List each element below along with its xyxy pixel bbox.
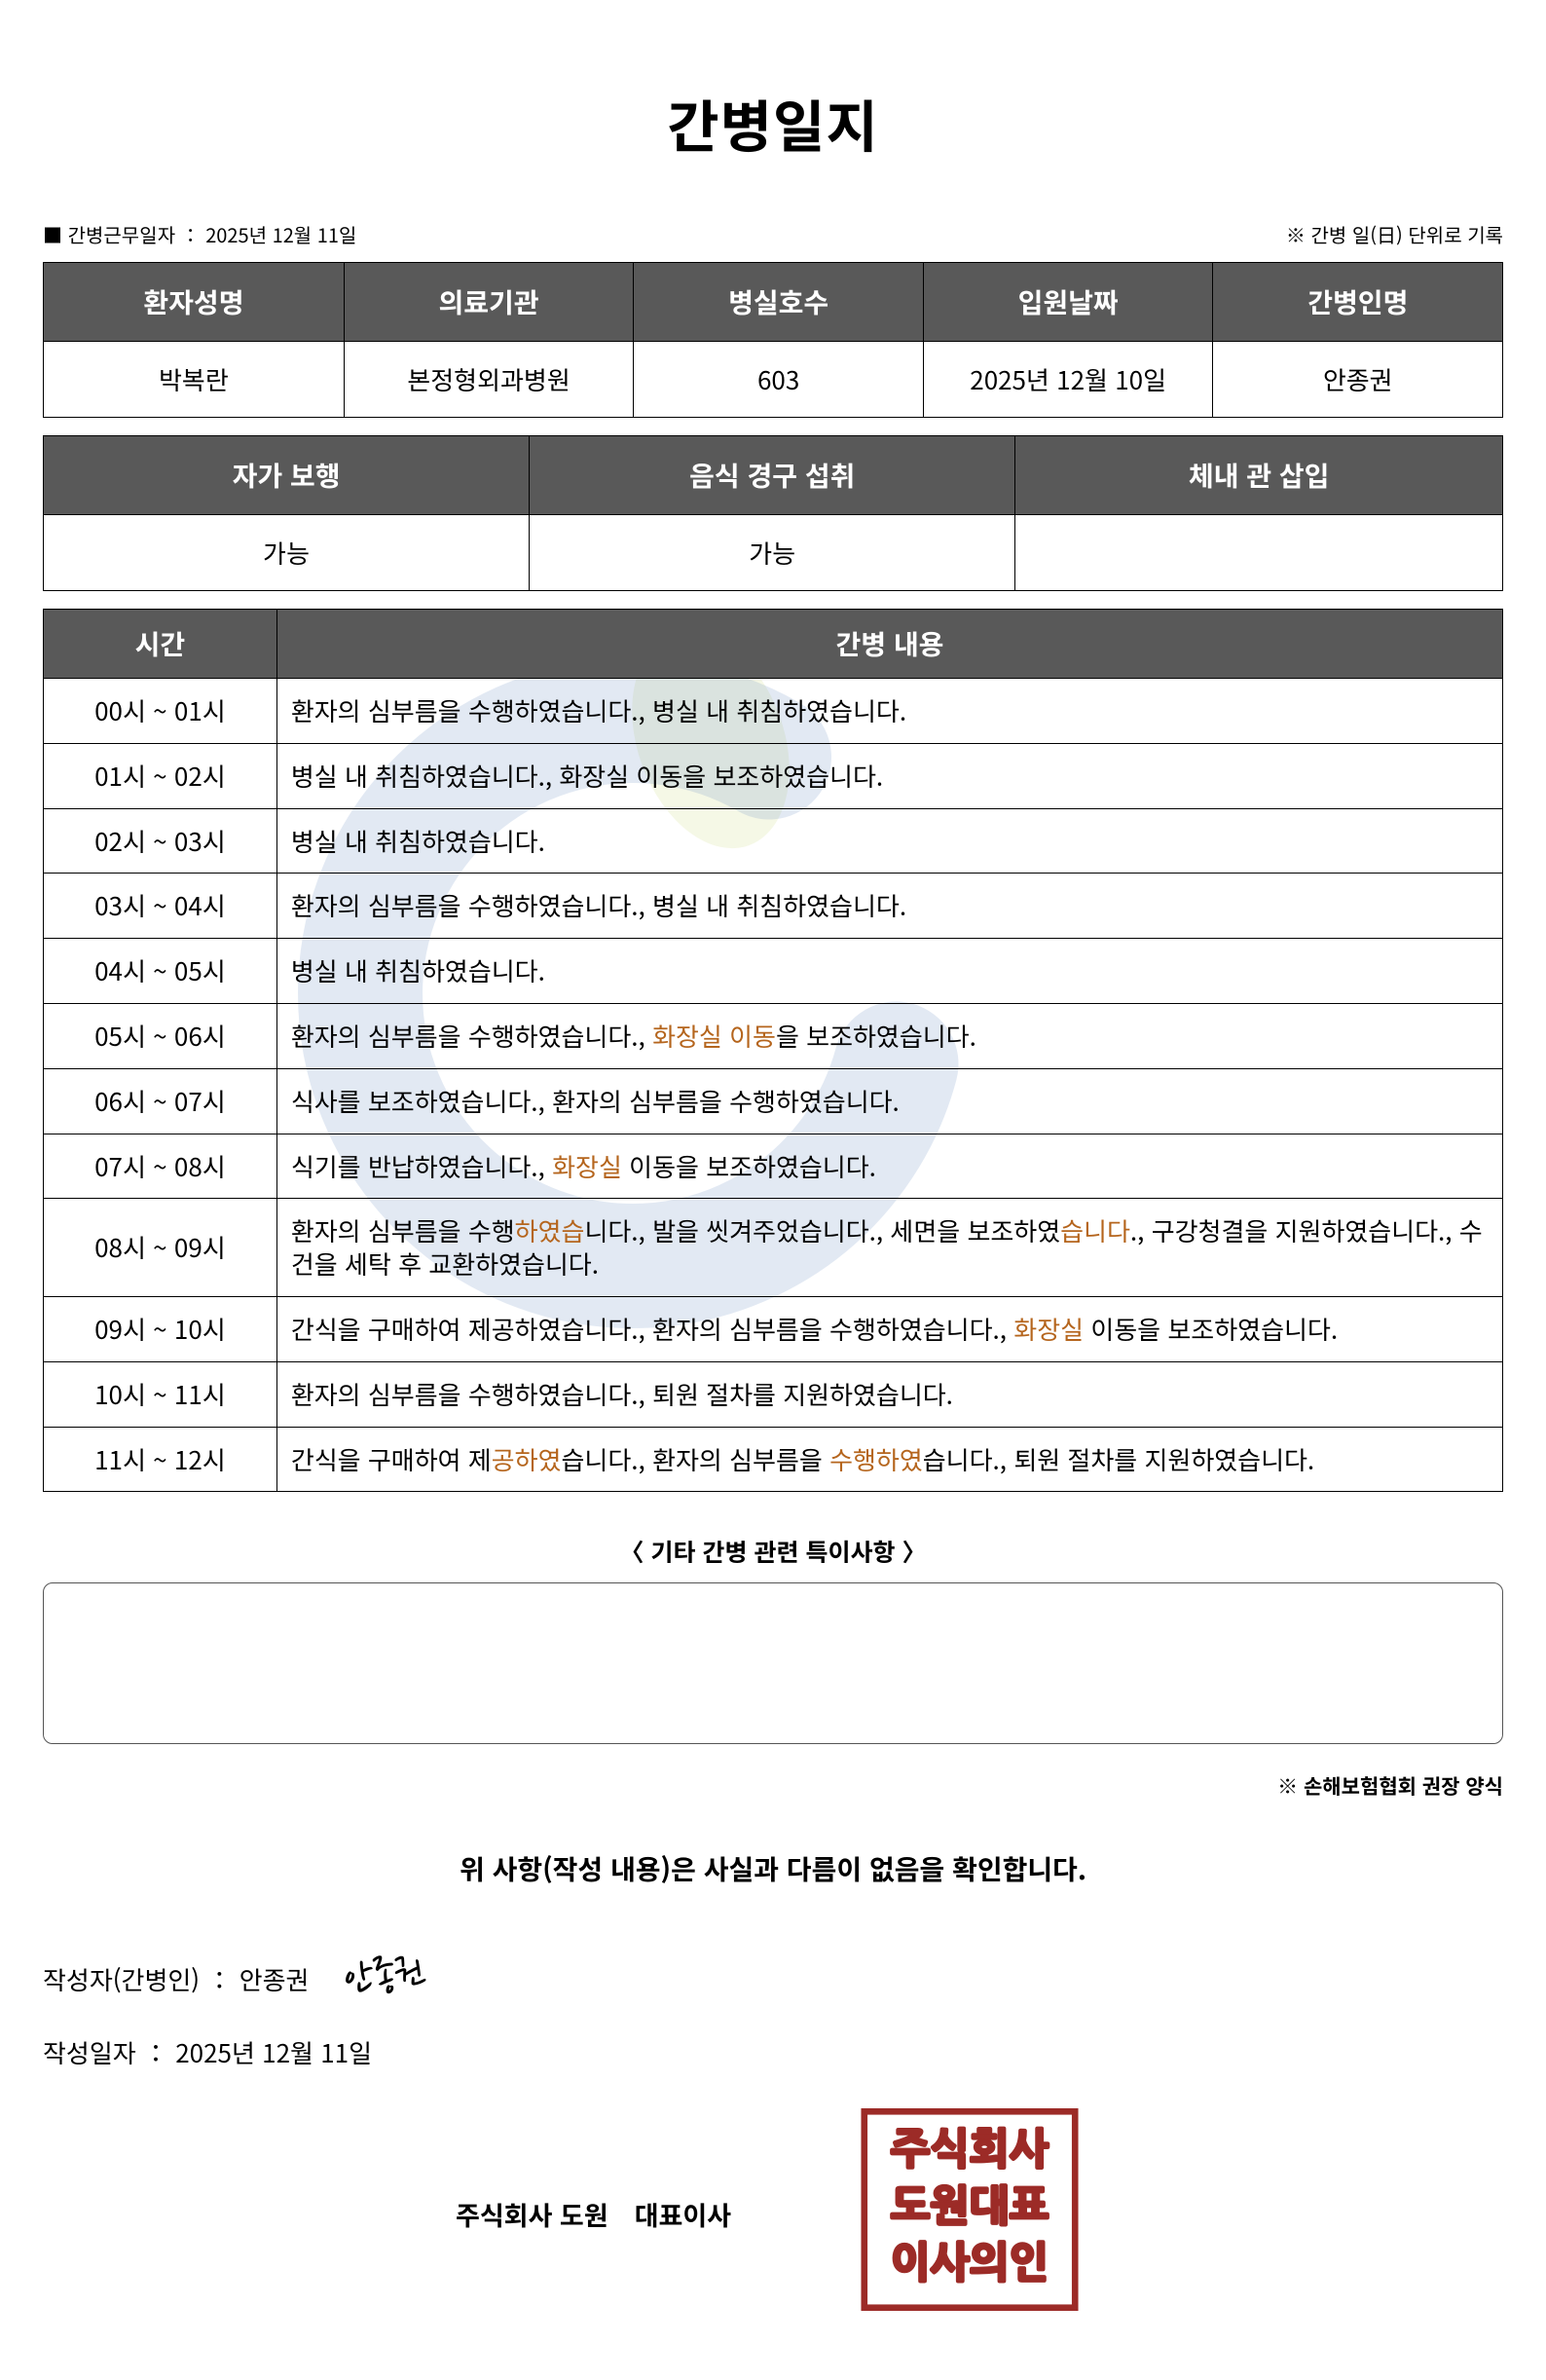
svg-text:주식회사: 주식회사 [891, 2128, 1049, 2171]
svg-text:이사의인: 이사의인 [891, 2242, 1049, 2285]
svg-text:도원대표: 도원대표 [891, 2184, 1049, 2227]
